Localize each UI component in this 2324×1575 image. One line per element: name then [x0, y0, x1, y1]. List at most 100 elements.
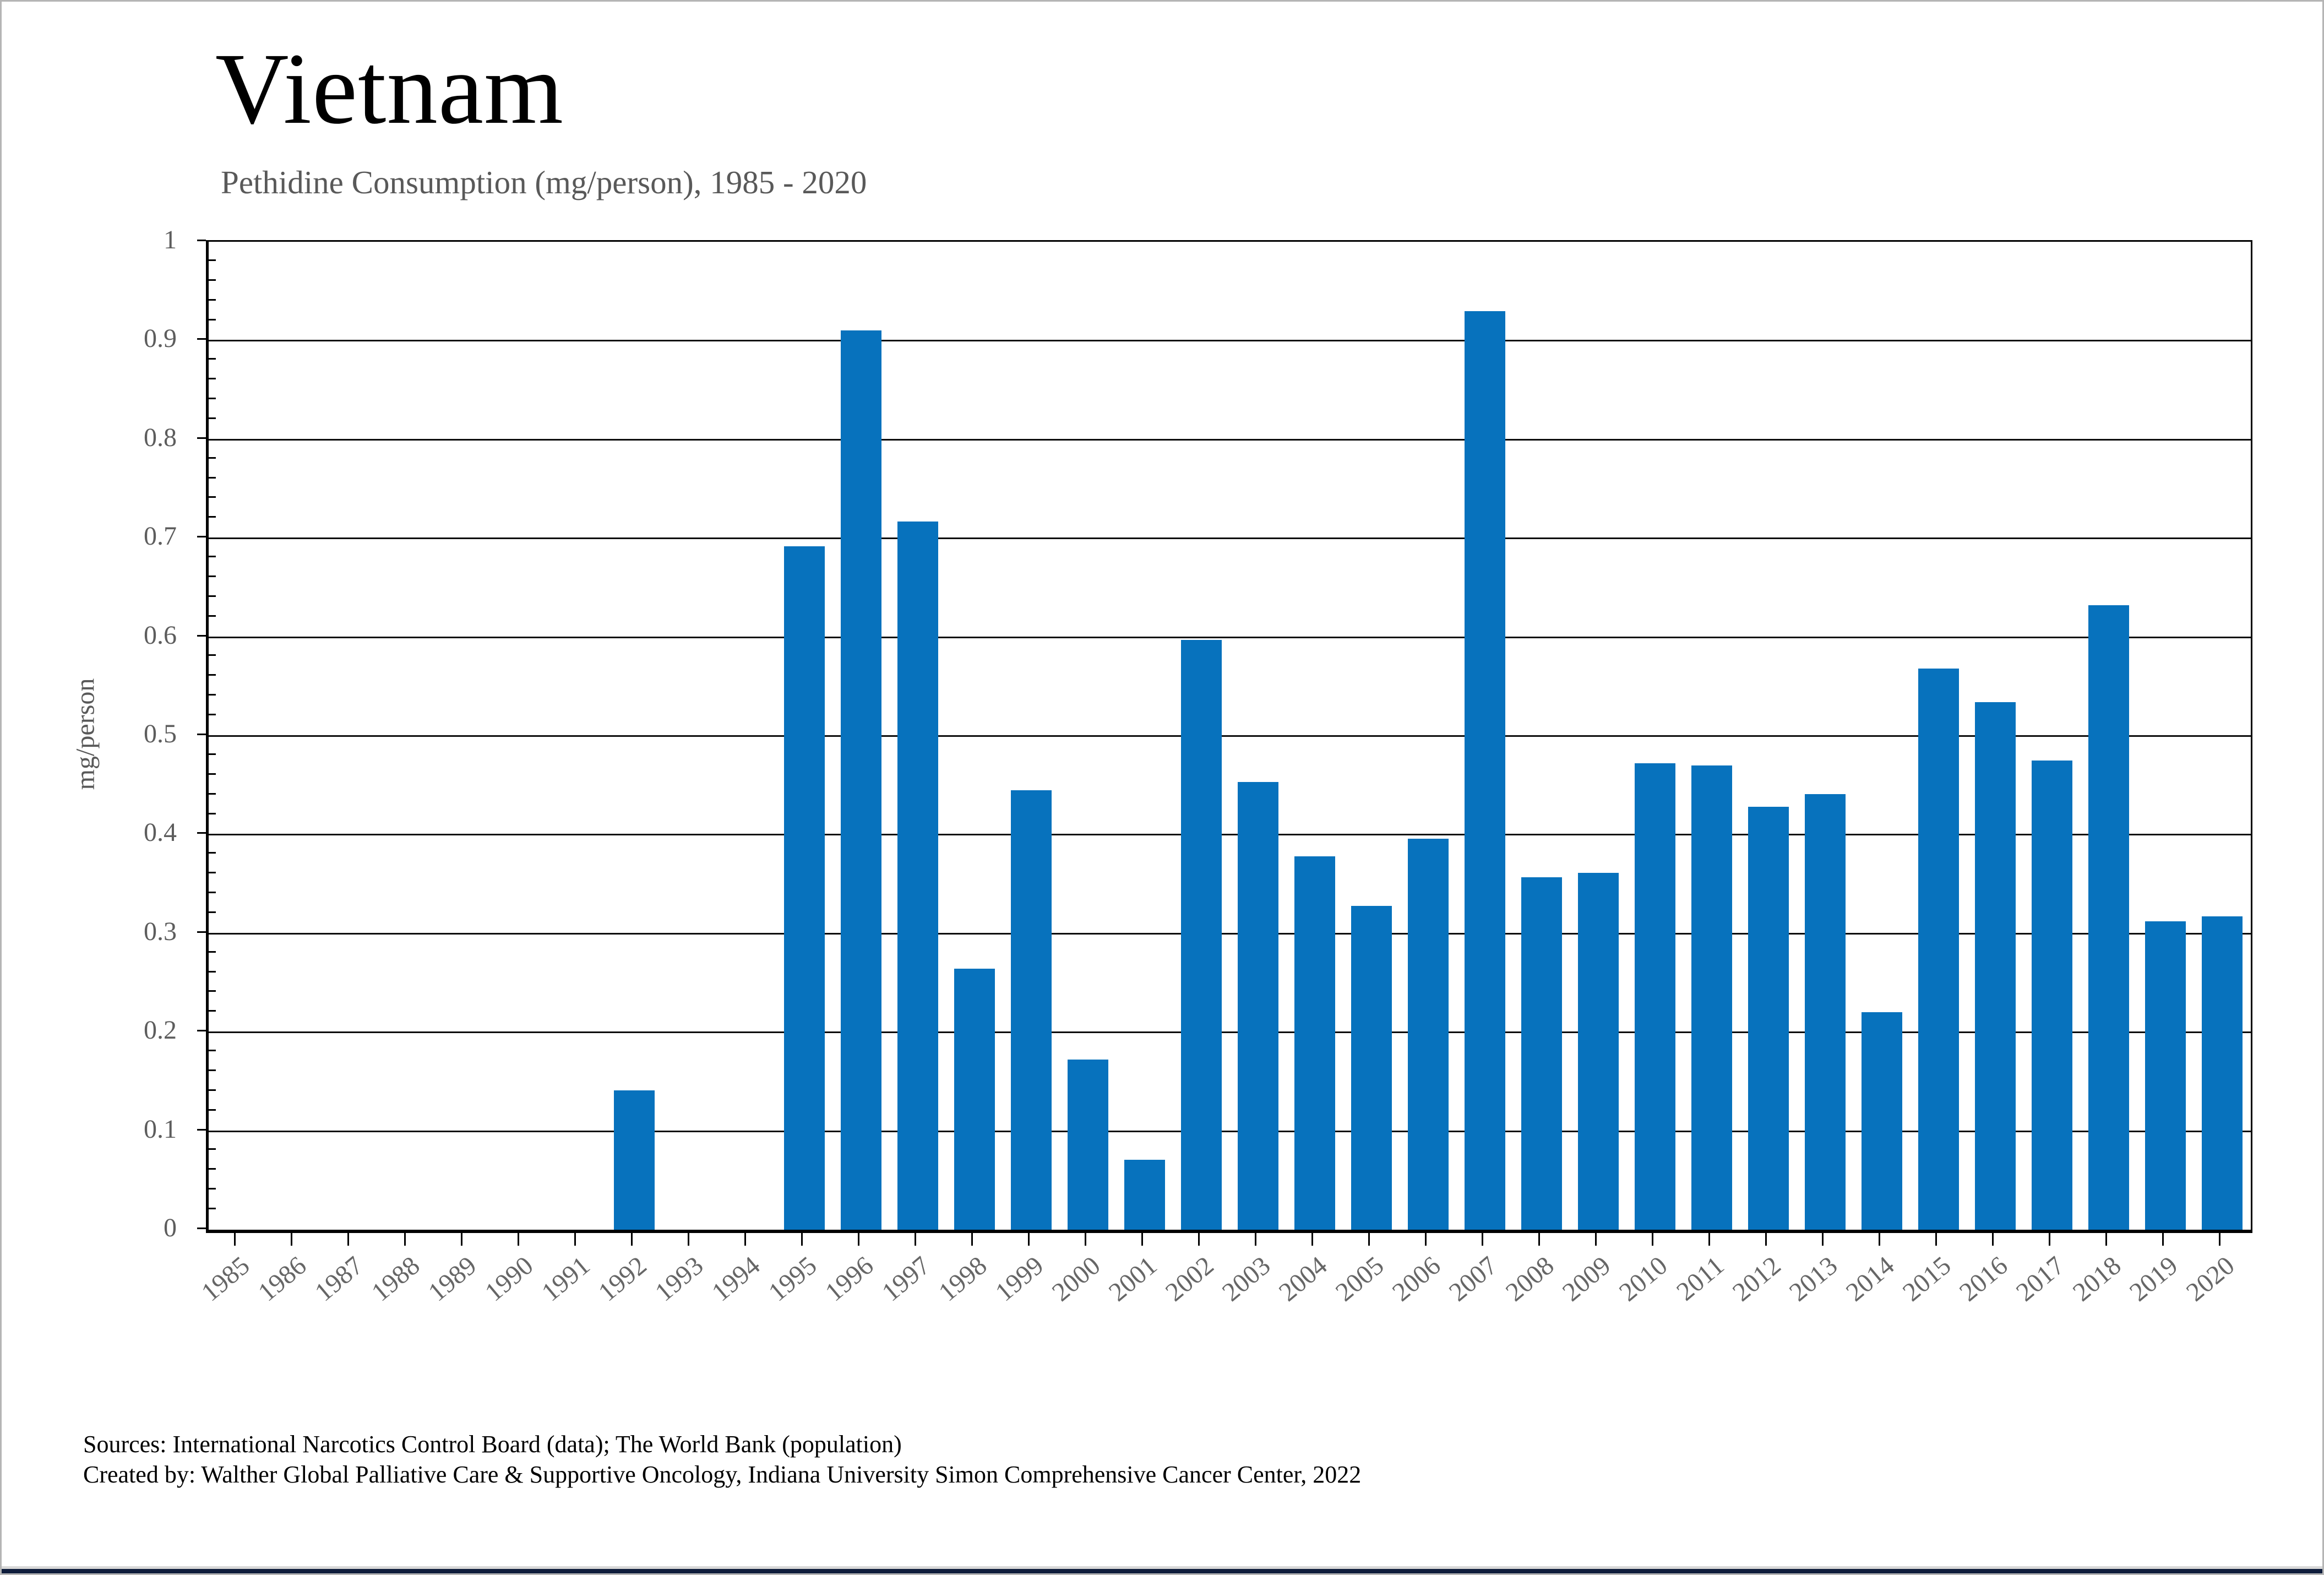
gridline-0.5 [209, 735, 2251, 737]
credit-line: Created by: Walther Global Palliative Ca… [83, 1461, 1362, 1488]
x-tick-2010 [1652, 1231, 1654, 1246]
x-tick-2019 [2162, 1231, 2164, 1246]
bar-2001 [1124, 1159, 1165, 1230]
bar-2018 [2088, 605, 2130, 1230]
plot-area [206, 240, 2252, 1233]
bar-1995 [783, 546, 825, 1230]
bar-1992 [613, 1090, 655, 1230]
y-minor-tick [209, 694, 216, 696]
y-tick-label-0.3: 0.3 [144, 916, 177, 946]
bottom-strip [2, 1569, 2322, 1573]
x-tick-2000 [1084, 1231, 1086, 1246]
x-tick-2017 [2049, 1231, 2051, 1246]
y-minor-tick [209, 951, 216, 953]
y-minor-tick [209, 358, 216, 360]
y-tick-label-0.6: 0.6 [144, 620, 177, 650]
x-tick-1998 [971, 1231, 973, 1246]
x-tick-2005 [1368, 1231, 1370, 1246]
y-minor-tick [209, 654, 216, 656]
x-tick-2008 [1538, 1231, 1541, 1246]
y-major-tick [197, 240, 206, 241]
gridline-0.1 [209, 1130, 2251, 1132]
x-tick-2018 [2105, 1231, 2108, 1246]
x-tick-2007 [1482, 1231, 1484, 1246]
y-tick-label-1: 1 [164, 225, 177, 254]
x-tick-2014 [1879, 1231, 1881, 1246]
y-minor-tick [209, 990, 216, 992]
bar-2020 [2202, 916, 2243, 1230]
y-minor-tick [209, 417, 216, 419]
x-tick-2012 [1765, 1231, 1767, 1246]
bar-2016 [1975, 702, 2016, 1230]
bar-2013 [1805, 794, 1846, 1230]
y-tick-label-0: 0 [164, 1213, 177, 1242]
y-minor-tick [209, 911, 216, 913]
gridline-0.6 [209, 636, 2251, 638]
y-major-tick [197, 832, 206, 834]
y-minor-tick [209, 872, 216, 874]
x-tick-1989 [460, 1231, 462, 1246]
gridline-0.8 [209, 438, 2251, 441]
bar-2019 [2145, 921, 2186, 1230]
x-tick-1992 [630, 1231, 633, 1246]
y-minor-tick [209, 1109, 216, 1111]
x-tick-1986 [290, 1231, 292, 1246]
chart-title: Vietnam [215, 32, 564, 145]
x-tick-1997 [914, 1231, 916, 1246]
bar-2012 [1748, 807, 1789, 1230]
bar-2014 [1862, 1012, 1903, 1230]
source-note: Sources: International Narcotics Control… [83, 1429, 1361, 1490]
x-tick-2006 [1425, 1231, 1427, 1246]
gridline-0.3 [209, 932, 2251, 935]
bar-2009 [1578, 873, 1619, 1230]
x-tick-1995 [801, 1231, 803, 1246]
bar-1996 [840, 330, 881, 1230]
x-tick-2011 [1708, 1231, 1711, 1246]
bar-2008 [1521, 877, 1563, 1230]
y-minor-tick [209, 318, 216, 321]
bar-1999 [1010, 790, 1052, 1230]
y-minor-tick [209, 595, 216, 597]
bottom-divider [2, 1566, 2322, 1569]
y-major-tick [197, 338, 206, 340]
x-tick-2016 [1992, 1231, 1994, 1246]
x-tick-1999 [1027, 1231, 1030, 1246]
x-tick-1987 [347, 1231, 349, 1246]
chart-subtitle: Pethidine Consumption (mg/person), 1985 … [221, 164, 867, 200]
y-minor-tick [209, 892, 216, 894]
y-minor-tick [209, 516, 216, 518]
y-minor-tick [209, 496, 216, 498]
y-minor-tick [209, 615, 216, 617]
y-tick-label-0.5: 0.5 [144, 719, 177, 748]
y-minor-tick [209, 1050, 216, 1052]
bar-2004 [1294, 856, 1336, 1230]
x-tick-1990 [517, 1231, 519, 1246]
bar-2006 [1408, 838, 1449, 1230]
y-minor-tick [209, 298, 216, 301]
y-major-tick [197, 1128, 206, 1131]
y-minor-tick [209, 476, 216, 479]
gridline-0.9 [209, 340, 2251, 342]
y-major-tick [197, 931, 206, 933]
y-major-tick [197, 734, 206, 735]
y-tick-label-0.8: 0.8 [144, 422, 177, 452]
y-minor-tick [209, 714, 216, 716]
bar-1998 [954, 969, 995, 1230]
x-tick-2002 [1198, 1231, 1200, 1246]
x-tick-1991 [574, 1231, 576, 1246]
bar-2007 [1465, 311, 1506, 1230]
bar-2011 [1691, 765, 1733, 1230]
bar-2003 [1238, 782, 1278, 1230]
y-major-tick [197, 1228, 206, 1229]
y-tick-label-0.1: 0.1 [144, 1114, 177, 1144]
gridline-0.7 [209, 537, 2251, 540]
y-minor-tick [209, 812, 216, 814]
x-tick-2001 [1141, 1231, 1143, 1246]
bar-2015 [1918, 669, 1960, 1230]
source-line: Sources: International Narcotics Control… [83, 1431, 902, 1458]
x-tick-1996 [857, 1231, 859, 1246]
bar-2017 [2032, 760, 2073, 1230]
x-tick-1994 [744, 1231, 746, 1246]
x-tick-1985 [233, 1231, 236, 1246]
x-tick-1988 [404, 1231, 406, 1246]
